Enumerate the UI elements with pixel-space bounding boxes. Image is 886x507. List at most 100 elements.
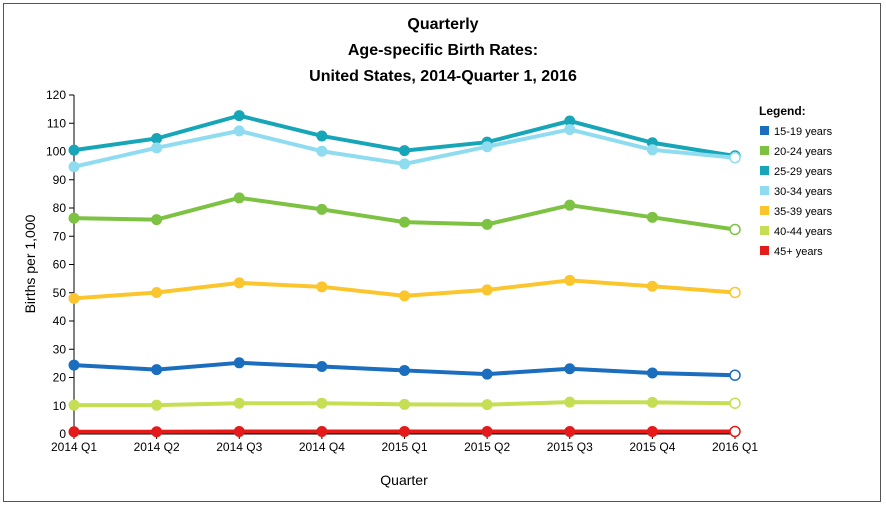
data-point[interactable] (233, 425, 245, 437)
data-point[interactable] (729, 369, 741, 381)
legend-swatch (760, 226, 769, 235)
data-point[interactable] (564, 396, 576, 408)
x-tick-label: 2015 Q2 (464, 440, 510, 454)
data-point[interactable] (233, 110, 245, 122)
data-point[interactable] (316, 203, 328, 215)
data-point[interactable] (151, 142, 163, 154)
data-point[interactable] (399, 425, 410, 437)
data-point[interactable] (151, 399, 163, 411)
legend-item[interactable]: 20-24 years (760, 146, 833, 158)
legend-swatch (760, 126, 769, 135)
data-point[interactable] (316, 397, 328, 409)
data-point[interactable] (646, 425, 658, 437)
y-tick-label: 120 (46, 88, 66, 102)
data-point[interactable] (233, 125, 245, 137)
legend-item[interactable]: 25-29 years (760, 166, 833, 178)
legend-label: 45+ years (774, 246, 823, 258)
chart-frame (3, 3, 881, 502)
data-point[interactable] (151, 214, 163, 226)
data-point[interactable] (233, 397, 245, 409)
data-point[interactable] (564, 274, 576, 286)
data-point[interactable] (729, 151, 741, 164)
legend-item[interactable]: 40-44 years (760, 226, 833, 238)
data-point[interactable] (564, 363, 576, 375)
legend-label: 40-44 years (774, 226, 833, 238)
data-point[interactable] (68, 161, 80, 173)
data-point[interactable] (399, 364, 410, 376)
y-tick-label: 50 (53, 286, 67, 300)
x-tick-label: 2014 Q4 (299, 440, 345, 454)
data-point[interactable] (729, 425, 741, 438)
legend-label: 25-29 years (774, 166, 833, 178)
data-point[interactable] (481, 368, 493, 380)
legend-title: Legend: (759, 104, 806, 118)
y-tick-label: 20 (53, 371, 67, 385)
data-point[interactable] (316, 130, 328, 142)
legend: Legend: 15-19 years 20-24 years 25-29 year… (759, 104, 833, 258)
chart-title-line: United States, 2014-Quarter 1, 2016 (309, 68, 577, 85)
data-point[interactable] (316, 145, 328, 157)
data-point[interactable] (481, 399, 493, 411)
chart-title-line: Quarterly (407, 16, 478, 33)
data-point[interactable] (399, 158, 410, 170)
series-25-29-years (68, 110, 741, 162)
data-point[interactable] (151, 133, 163, 145)
data-point[interactable] (316, 425, 328, 437)
legend-swatch (760, 166, 769, 175)
data-point[interactable] (646, 144, 658, 156)
y-tick-label: 90 (53, 173, 67, 187)
x-tick-label: 2014 Q2 (134, 440, 180, 454)
data-point[interactable] (564, 425, 576, 437)
data-point[interactable] (646, 367, 658, 379)
data-point[interactable] (729, 223, 741, 236)
legend-item[interactable]: 30-34 years (760, 186, 833, 198)
legend-swatch (760, 206, 769, 215)
data-point[interactable] (481, 425, 493, 437)
data-point[interactable] (564, 123, 576, 135)
data-point[interactable] (399, 145, 410, 157)
data-point[interactable] (151, 286, 163, 298)
data-point[interactable] (233, 192, 245, 204)
data-point[interactable] (151, 364, 163, 376)
legend-item[interactable]: 35-39 years (760, 206, 833, 218)
y-tick-label: 110 (47, 116, 66, 130)
data-point[interactable] (399, 398, 410, 410)
y-tick-label: 10 (53, 399, 67, 413)
data-point[interactable] (316, 360, 328, 372)
data-point[interactable] (68, 399, 80, 411)
series-30-34-years (68, 123, 741, 173)
chart-title: Quarterly Age-specific Birth Rates: United… (309, 16, 577, 85)
data-point[interactable] (399, 290, 410, 302)
data-point[interactable] (646, 396, 658, 408)
data-point[interactable] (68, 212, 80, 224)
data-point[interactable] (646, 211, 658, 223)
data-point[interactable] (68, 426, 80, 438)
legend-item[interactable]: 15-19 years (760, 126, 833, 138)
data-point[interactable] (233, 277, 245, 289)
chart-title-line: Age-specific Birth Rates: (348, 42, 538, 59)
legend-item[interactable]: 45+ years (760, 246, 823, 258)
data-point[interactable] (481, 284, 493, 296)
data-point[interactable] (68, 292, 80, 304)
series-35-39-years (68, 274, 741, 304)
data-point[interactable] (646, 280, 658, 292)
data-point[interactable] (729, 286, 741, 299)
data-point[interactable] (151, 426, 163, 438)
x-tick-label: 2014 Q3 (216, 440, 262, 454)
data-point[interactable] (729, 397, 741, 409)
data-point[interactable] (399, 216, 410, 228)
data-point[interactable] (481, 141, 493, 153)
legend-swatch (760, 186, 769, 195)
x-tick-label: 2016 Q1 (712, 440, 758, 454)
data-point[interactable] (68, 359, 80, 371)
data-point[interactable] (316, 281, 328, 293)
data-point[interactable] (233, 357, 245, 369)
legend-label: 30-34 years (774, 186, 833, 198)
data-point[interactable] (564, 199, 576, 211)
data-point[interactable] (68, 144, 80, 156)
y-tick-label: 80 (53, 201, 67, 215)
series-20-24-years (68, 192, 741, 236)
data-point[interactable] (481, 218, 493, 230)
